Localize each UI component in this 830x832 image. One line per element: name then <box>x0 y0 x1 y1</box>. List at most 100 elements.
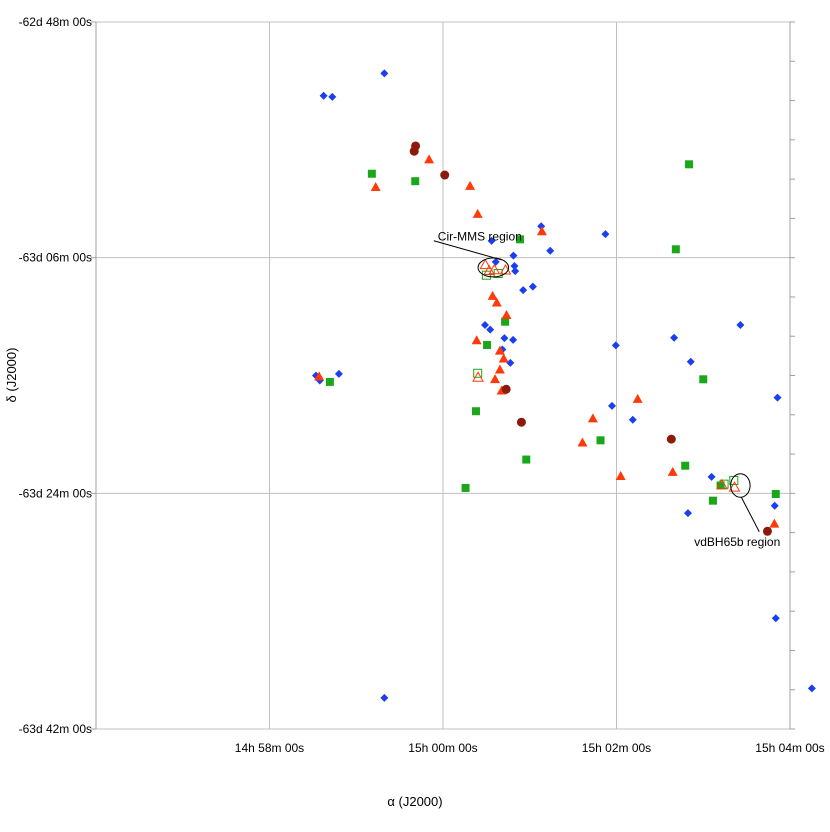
data-point-diamond <box>771 614 780 623</box>
y-axis-title: δ (J2000) <box>4 348 19 403</box>
data-point-diamond <box>707 472 716 481</box>
data-point-diamond <box>500 334 509 343</box>
data-point-circle <box>516 417 526 427</box>
data-point-square <box>708 496 717 505</box>
data-point-diamond <box>506 358 515 367</box>
data-point-triangle <box>716 478 728 490</box>
x-tick-label: 14h 58m 00s <box>235 741 304 755</box>
data-point-triangle <box>487 290 498 300</box>
data-point-triangle <box>465 180 476 190</box>
data-point-diamond <box>628 415 637 424</box>
data-point-triangle <box>490 374 501 384</box>
axes <box>91 21 795 730</box>
annotation-leader-line <box>433 240 502 261</box>
data-point-diamond <box>537 222 546 231</box>
data-point-triangle <box>667 466 678 476</box>
data-point-diamond <box>334 369 343 378</box>
data-point-triangle <box>483 264 496 275</box>
data-point-triangle <box>587 413 598 423</box>
data-point-triangle <box>632 393 643 403</box>
data-point-triangle <box>494 345 505 355</box>
data-point-square <box>522 455 531 464</box>
data-point-square <box>671 245 680 254</box>
data-point-circle <box>501 384 511 394</box>
data-point-circle <box>411 141 421 151</box>
x-axis-title: α (J2000) <box>387 794 442 809</box>
data-point-triangle <box>536 226 547 236</box>
data-point-triangle <box>314 371 325 381</box>
data-point-diamond <box>773 393 782 402</box>
data-point-circle <box>666 434 676 444</box>
data-point-diamond <box>491 257 500 266</box>
data-point-square <box>411 177 420 186</box>
data-point-diamond <box>511 267 520 276</box>
y-tick-label: -63d 06m 00s <box>19 251 92 265</box>
data-point-square <box>516 235 525 244</box>
y-tick-label: -62d 48m 00s <box>19 15 92 29</box>
data-point-diamond <box>480 320 489 329</box>
data-point-diamond <box>601 230 610 239</box>
data-point-square <box>596 436 605 445</box>
data-point-diamond <box>683 509 692 518</box>
data-point-triangle <box>769 518 780 528</box>
data-point-triangle <box>488 263 501 275</box>
data-point-diamond <box>509 251 518 260</box>
data-point-diamond <box>487 236 496 245</box>
data-point-square <box>461 483 470 492</box>
data-point-diamond <box>328 92 337 101</box>
data-point-diamond <box>607 401 616 410</box>
data-point-diamond <box>770 501 779 510</box>
data-point-diamond <box>670 333 679 342</box>
data-point-triangle <box>472 208 483 218</box>
data-point-diamond <box>736 320 745 329</box>
data-point-circle <box>762 526 772 536</box>
data-point-square <box>716 481 725 490</box>
data-point-diamond <box>380 69 389 78</box>
y-tick-label: -63d 24m 00s <box>19 486 92 500</box>
data-point-diamond <box>807 684 816 693</box>
annotations: Cir-MMS region vdBH65b region <box>433 230 780 549</box>
annotation-leader-line <box>740 497 760 533</box>
y-tick-labels: -62d 48m 00s -63d 06m 00s -63d 24m 00s -63d… <box>19 15 92 736</box>
data-point-triangle <box>424 154 435 164</box>
data-point-square <box>367 169 376 178</box>
data-point-triangle <box>472 371 484 382</box>
grid-lines <box>96 21 790 730</box>
data-point-triangle <box>471 335 482 345</box>
data-point-square <box>685 160 694 169</box>
data-point-triangle <box>494 364 505 374</box>
data-point-diamond <box>509 335 518 344</box>
data-point-triangle <box>370 181 381 191</box>
x-tick-label: 15h 02m 00s <box>582 741 651 755</box>
data-point-diamond <box>319 91 328 100</box>
data-point-triangle <box>501 310 512 320</box>
annotation-label: vdBH65b region <box>694 535 780 549</box>
data-point-square <box>483 340 492 349</box>
data-point-triangle <box>498 353 509 363</box>
y-tick-label: -63d 42m 00s <box>19 722 92 736</box>
data-point-triangle <box>479 258 492 270</box>
annotation-ellipse <box>730 473 751 498</box>
data-point-circle <box>440 170 450 180</box>
data-point-triangle <box>491 297 502 307</box>
data-point-triangle <box>615 471 626 481</box>
data-point-diamond <box>380 693 389 702</box>
data-point-square <box>771 489 780 498</box>
data-point-triangle <box>577 437 588 447</box>
data-point-diamond <box>546 246 555 255</box>
x-tick-labels: 15h 04m 00s 15h 02m 00s 15h 00m 00s 14h 58m… <box>235 741 825 755</box>
data-points <box>311 69 816 702</box>
data-point-diamond <box>528 282 537 291</box>
data-point-square <box>473 368 483 378</box>
data-point-square <box>501 317 510 326</box>
data-point-diamond <box>510 262 519 271</box>
data-point-square <box>471 407 480 416</box>
annotation-label: Cir-MMS region <box>438 230 522 244</box>
data-point-diamond <box>686 357 695 366</box>
x-tick-label: 15h 04m 00s <box>755 741 824 755</box>
data-point-square <box>681 461 690 470</box>
data-point-square <box>699 375 708 384</box>
data-point-square <box>325 377 334 386</box>
data-point-diamond <box>611 341 620 350</box>
